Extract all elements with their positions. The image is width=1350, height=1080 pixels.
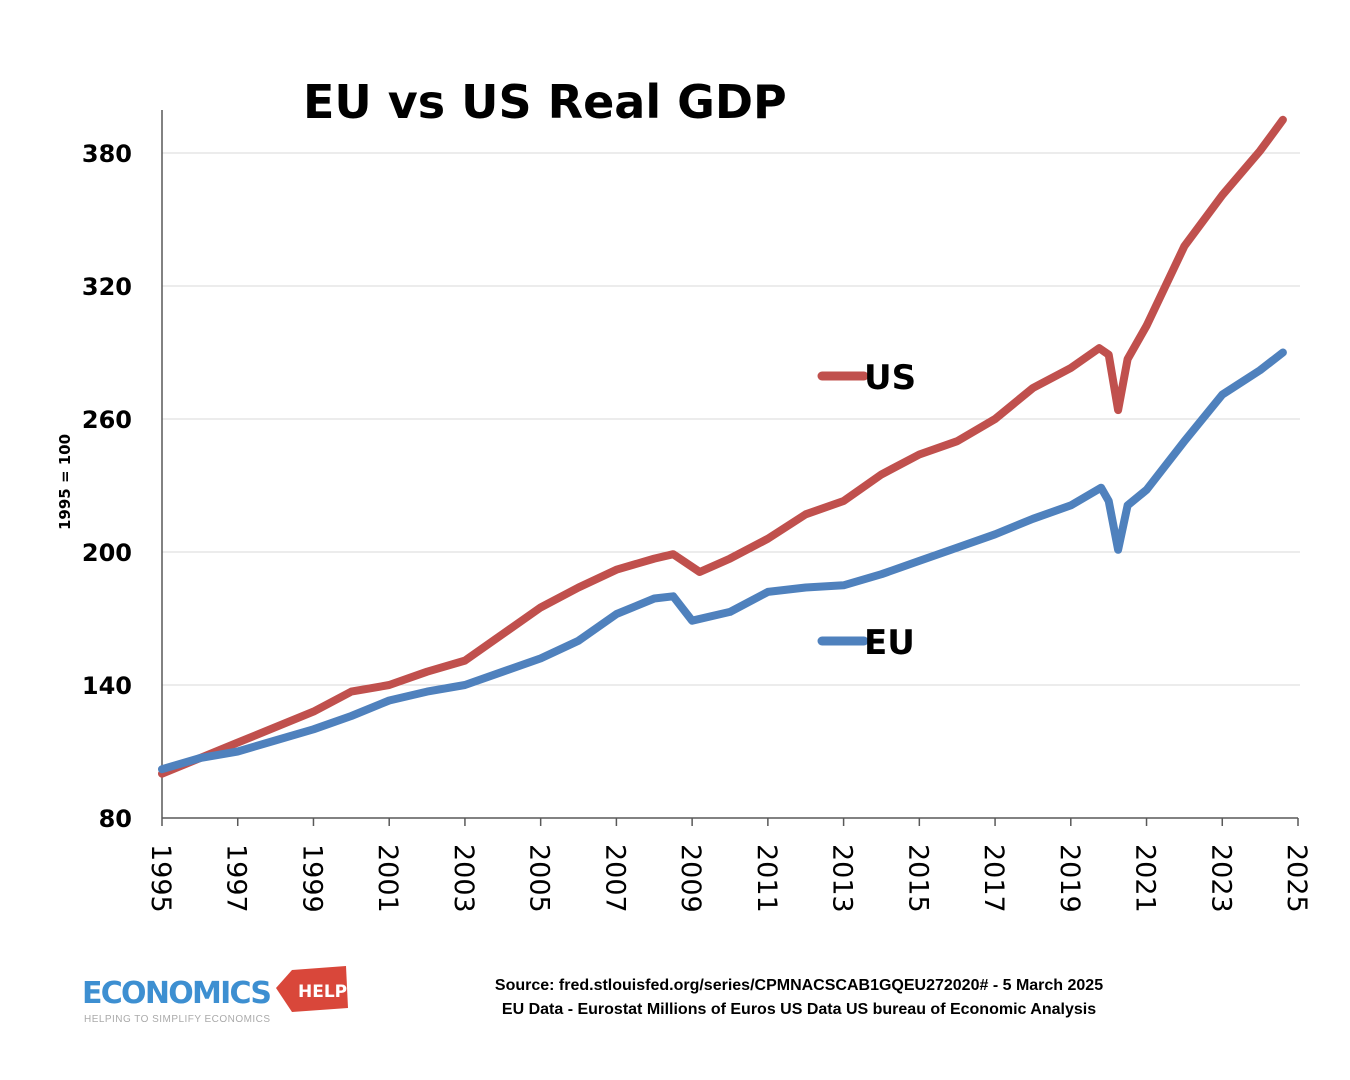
x-tick-label: 2003 xyxy=(448,844,479,913)
y-tick-label: 140 xyxy=(82,672,132,700)
grid xyxy=(162,152,1300,686)
legend-label-eu: EU xyxy=(864,623,915,663)
x-tick-label: 1997 xyxy=(221,844,252,913)
y-tick-label: 320 xyxy=(82,273,132,301)
series-line-eu xyxy=(158,348,1287,774)
x-tick-label: 1995 xyxy=(145,844,176,913)
y-axis: 80 140 200 260 320 380 xyxy=(82,110,163,833)
series xyxy=(158,115,1287,778)
y-tick-label: 200 xyxy=(82,539,132,567)
x-tick-label: 2011 xyxy=(751,844,782,913)
x-tick-label: 2013 xyxy=(827,844,858,913)
x-tick-label: 1999 xyxy=(296,844,327,913)
x-tick-label: 2015 xyxy=(902,844,933,913)
y-tick-label: 260 xyxy=(82,406,132,434)
x-tick-label: 2009 xyxy=(675,844,706,913)
series-line-us xyxy=(158,115,1287,778)
x-tick-label: 2001 xyxy=(372,844,403,913)
x-tick-label: 2023 xyxy=(1205,844,1236,913)
logo-tag-shape xyxy=(276,966,348,1012)
economics-help-logo: ECONOMICS HELP HELPING TO SIMPLIFY ECONO… xyxy=(82,966,348,1025)
x-tick-label: 2019 xyxy=(1054,844,1085,913)
source-line-2: EU Data - Eurostat Millions of Euros US … xyxy=(502,1001,1096,1018)
x-tick-label: 2005 xyxy=(524,844,555,913)
logo-tagline: HELPING TO SIMPLIFY ECONOMICS xyxy=(84,1014,270,1025)
y-tick-label: 380 xyxy=(82,140,132,168)
y-tick-label: 80 xyxy=(99,805,132,833)
x-axis: 1995 1997 1999 2001 2003 2005 2007 2009 2011 2013… xyxy=(145,817,1312,913)
chart-title: EU vs US Real GDP xyxy=(303,75,787,129)
x-tick-label: 2021 xyxy=(1130,844,1161,913)
y-axis-label: 1995 = 100 xyxy=(56,434,74,530)
x-tick-label: 2017 xyxy=(978,844,1009,913)
x-tick-label: 2007 xyxy=(599,844,630,913)
source-line-1: Source: fred.stlouisfed.org/series/CPMNA… xyxy=(495,977,1103,994)
logo-tag: HELP xyxy=(298,982,347,1002)
legend-label-us: US xyxy=(864,358,916,398)
logo-main: ECONOMICS xyxy=(82,976,272,1011)
legend: US EU xyxy=(817,358,916,663)
x-tick-label: 2025 xyxy=(1281,844,1312,913)
